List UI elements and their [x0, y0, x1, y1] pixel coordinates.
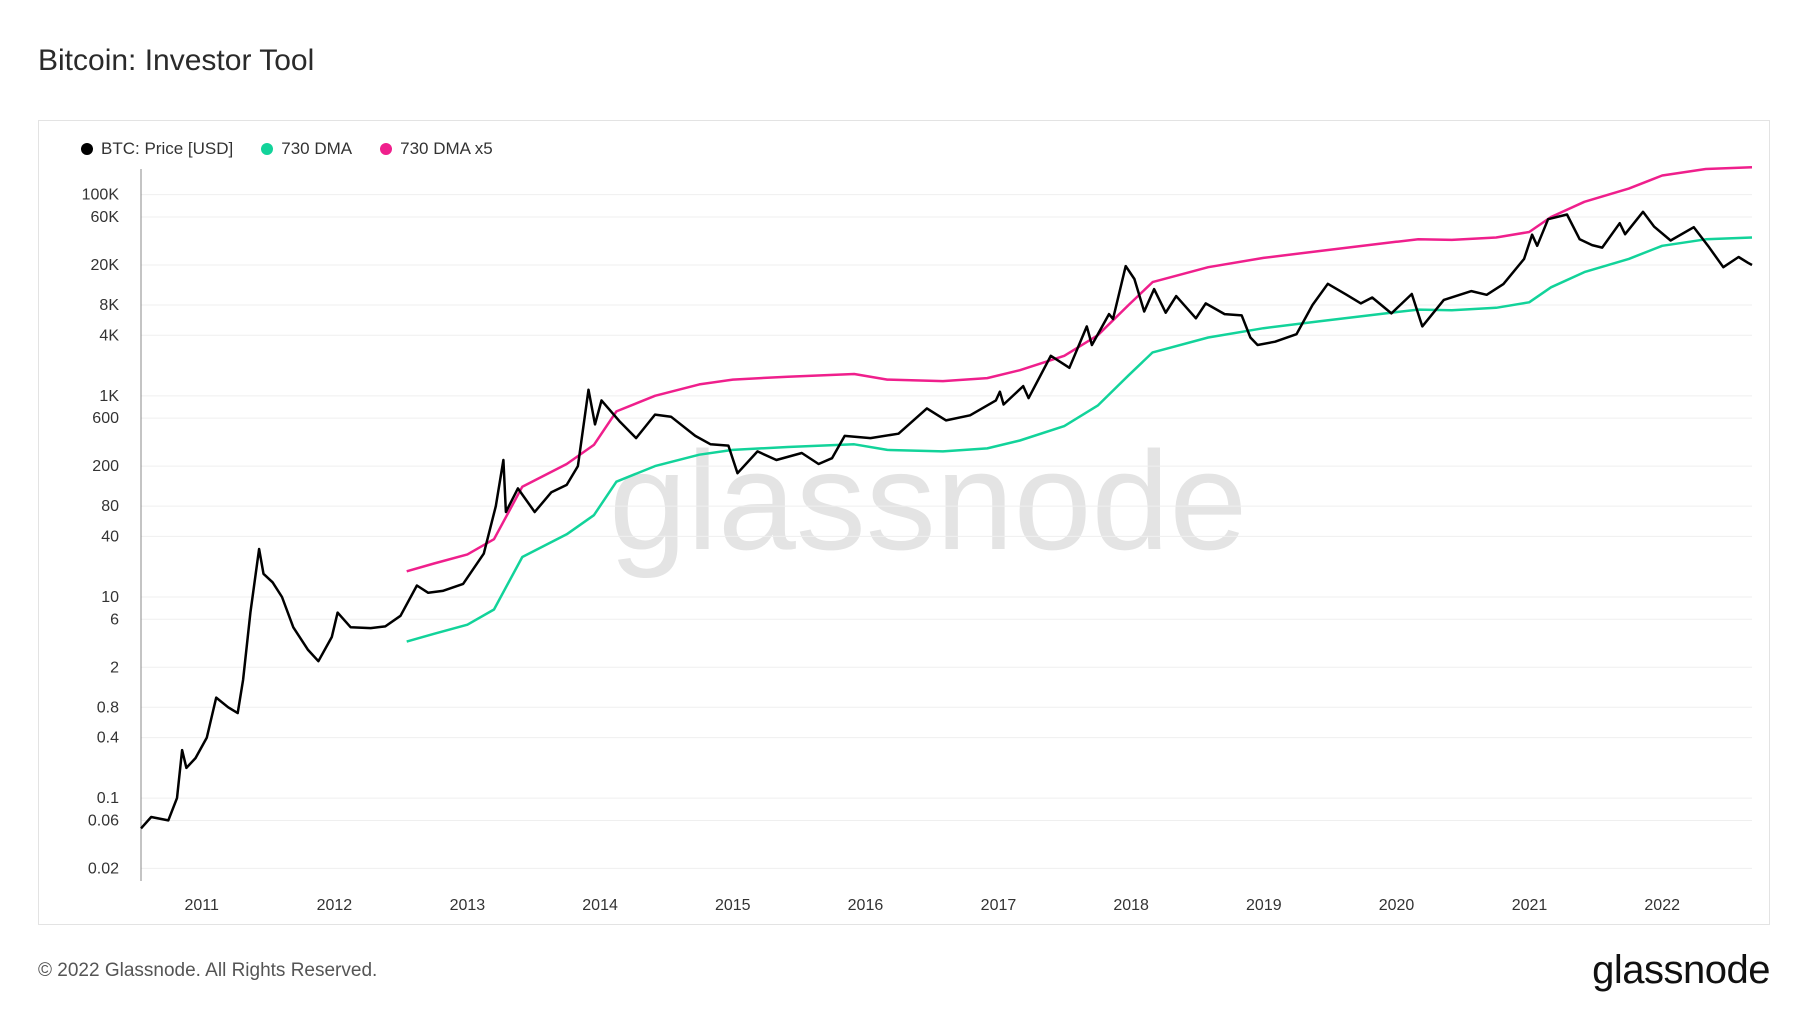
footer-copyright: © 2022 Glassnode. All Rights Reserved. [38, 960, 378, 981]
y-tick-label: 200 [92, 458, 119, 475]
series-line-730-dma[interactable] [406, 236, 1753, 643]
legend-item-price[interactable]: BTC: Price [USD] [81, 139, 233, 159]
y-tick-label: 40 [101, 528, 119, 545]
y-tick-label: 100K [82, 187, 120, 204]
y-tick-label: 1K [99, 388, 119, 405]
legend-item-730-dma-x5[interactable]: 730 DMA x5 [380, 139, 493, 159]
y-tick-label: 0.06 [88, 812, 119, 829]
legend-dot-730-dma-x5 [380, 143, 393, 155]
watermark-text: glassnode [609, 422, 1247, 579]
y-axis-ticks: 0.02 0.06 0.1 0.4 0.8 2 6 10 40 80 200 600 1K 4K 8K 20K… [82, 187, 120, 878]
x-tick-label: 2012 [317, 897, 353, 914]
x-tick-label: 2013 [450, 897, 486, 914]
legend-label-730-dma-x5: 730 DMA x5 [400, 139, 493, 158]
y-tick-label: 6 [110, 611, 119, 628]
page-title: Bitcoin: Investor Tool [38, 44, 315, 77]
x-tick-label: 2014 [582, 897, 618, 914]
series-lines [140, 165, 1753, 830]
chart-card: BTC: Price [USD] 730 DMA 730 DMA x5 glas… [38, 120, 1770, 925]
glassnode-logo[interactable]: glassnode [1592, 948, 1770, 992]
y-tick-label: 0.02 [88, 860, 119, 877]
legend-label-730-dma: 730 DMA [281, 139, 353, 158]
legend-item-730-dma[interactable]: 730 DMA [261, 139, 352, 159]
grid-lines [141, 194, 1752, 869]
legend-label-price: BTC: Price [USD] [101, 139, 234, 158]
y-tick-label: 80 [101, 498, 119, 515]
legend-dot-price [81, 143, 93, 155]
y-tick-label: 10 [101, 589, 119, 606]
chart-plot[interactable]: glassnode 0.02 0.06 0.1 0.4 0.8 2 6 10 40 80 200 60… [39, 121, 1769, 924]
x-tick-label: 2016 [848, 897, 884, 914]
y-tick-label: 0.8 [97, 699, 119, 716]
x-tick-label: 2022 [1644, 897, 1680, 914]
x-tick-label: 2021 [1512, 897, 1548, 914]
x-tick-label: 2017 [981, 897, 1017, 914]
y-tick-label: 2 [110, 659, 119, 676]
y-tick-label: 8K [99, 297, 119, 314]
x-tick-label: 2011 [185, 897, 220, 914]
x-tick-label: 2019 [1246, 897, 1282, 914]
y-tick-label: 20K [91, 257, 120, 274]
series-line-btc-price[interactable] [140, 210, 1753, 830]
x-tick-label: 2018 [1113, 897, 1149, 914]
y-tick-label: 600 [92, 410, 119, 427]
x-tick-label: 2020 [1379, 897, 1415, 914]
x-axis-ticks: 2011 2012 2013 2014 2015 2016 2017 2018 2019 2020… [185, 897, 1681, 914]
chart-legend: BTC: Price [USD] 730 DMA 730 DMA x5 [81, 139, 493, 159]
x-tick-label: 2015 [715, 897, 751, 914]
series-line-730-dma-x5[interactable] [406, 165, 1753, 573]
y-tick-label: 0.1 [97, 790, 119, 807]
y-tick-label: 60K [91, 209, 120, 226]
y-tick-label: 4K [99, 327, 119, 344]
legend-dot-730-dma [261, 143, 274, 155]
y-tick-label: 0.4 [97, 730, 119, 747]
